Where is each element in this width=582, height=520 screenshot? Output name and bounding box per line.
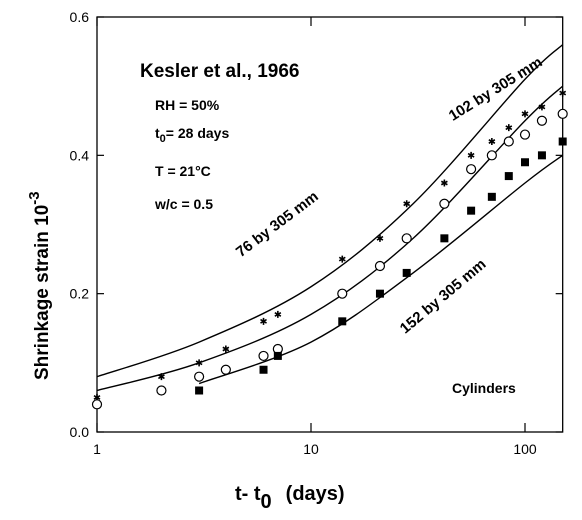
point (375, 289, 384, 298)
point (157, 373, 165, 381)
point (156, 385, 167, 396)
curve (96, 44, 564, 378)
point (486, 150, 497, 161)
y-axis-label: Shrinkage strain 10-3 (26, 191, 53, 380)
point (194, 371, 205, 382)
point (557, 108, 568, 119)
point (559, 89, 567, 97)
point (403, 200, 411, 208)
annotation: RH = 50% (155, 97, 220, 113)
point (521, 158, 529, 167)
point (260, 317, 267, 325)
point (195, 359, 203, 367)
point (195, 386, 204, 395)
annotation-part: = 28 days (166, 125, 230, 141)
x-tick-label: 1 (93, 441, 101, 457)
annotation-part: t (155, 125, 160, 141)
y-tick-label: 0.6 (70, 9, 90, 25)
curve-label: 102 by 305 mm (446, 54, 546, 125)
point (338, 317, 347, 326)
point (536, 115, 548, 126)
annotation: Kesler et al., 1966 (140, 61, 300, 82)
point (273, 351, 282, 360)
x-axis-label-sub: 0 (261, 491, 272, 513)
point (504, 172, 513, 181)
point (440, 234, 449, 243)
point (220, 364, 231, 375)
x-tick-label: 10 (303, 441, 319, 457)
annotation: T = 21°C (155, 163, 211, 179)
point (503, 136, 514, 147)
point (538, 103, 546, 111)
point (558, 137, 567, 146)
point (440, 179, 448, 187)
point (258, 350, 269, 362)
y-axis-label-part: Shrinkage strain 10 (32, 205, 53, 380)
x-axis-label: t- t0 (days) (235, 483, 345, 513)
point (519, 129, 531, 140)
annotation: t0= 28 days (155, 125, 229, 145)
annotation-sub: 0 (160, 133, 166, 145)
point (376, 234, 384, 242)
point (487, 192, 496, 201)
point (402, 268, 411, 277)
plot-frame (96, 16, 564, 433)
point (222, 345, 230, 353)
y-tick-label: 0.0 (70, 424, 90, 440)
point (374, 260, 386, 272)
point (505, 124, 513, 132)
y-tick-label: 0.4 (70, 147, 90, 163)
point (467, 151, 475, 159)
x-axis-label-part: t- t (235, 483, 261, 505)
curve (96, 85, 564, 392)
point (91, 399, 103, 410)
y-axis-label-sup: -3 (26, 191, 43, 204)
point (537, 151, 546, 160)
point (467, 206, 476, 215)
curve-label: 152 by 305 mm (397, 256, 490, 338)
point (488, 138, 496, 145)
point (439, 198, 450, 209)
point (521, 110, 529, 118)
y-tick-label: 0.2 (70, 286, 90, 302)
point (337, 288, 348, 299)
annotation: Cylinders (452, 380, 516, 396)
curve-label: 76 by 305 mm (233, 188, 322, 261)
annotation: w/c = 0.5 (154, 196, 213, 212)
point (259, 365, 268, 374)
x-tick-label: 100 (513, 441, 537, 457)
point (274, 310, 282, 318)
point (338, 255, 346, 263)
point (401, 233, 412, 244)
x-axis-label-part: (days) (286, 483, 345, 505)
point (466, 164, 477, 175)
